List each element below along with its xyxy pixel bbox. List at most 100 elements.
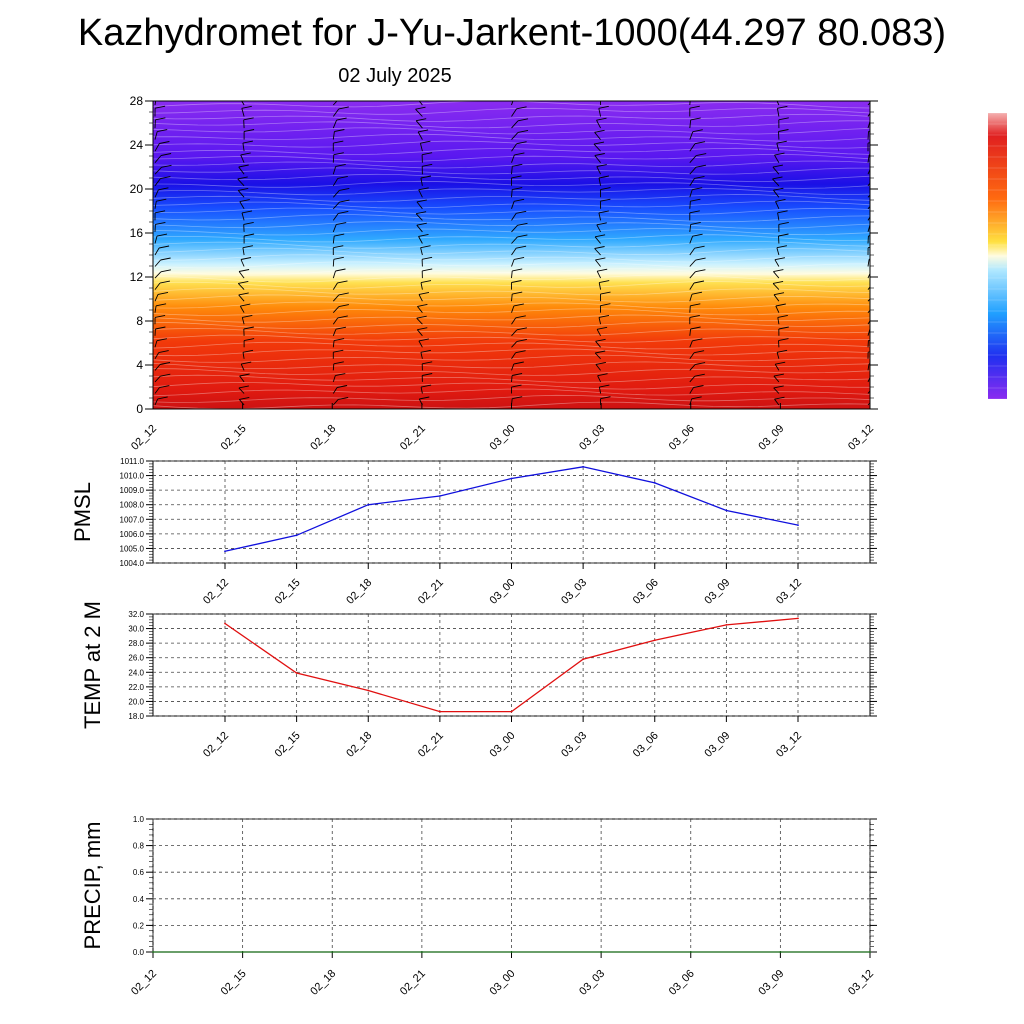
- x-tick-label: 03_06: [667, 423, 697, 453]
- y-tick-label: 12: [130, 270, 144, 284]
- x-tick-label: 02_12: [129, 968, 159, 998]
- barb-staff: [240, 154, 245, 163]
- barb-feather: [422, 268, 433, 272]
- barb-staff: [332, 131, 335, 140]
- x-tick-label: 02_15: [219, 968, 249, 998]
- wind-barb: [419, 140, 431, 152]
- data-point: [510, 710, 513, 713]
- barb-staff: [154, 166, 162, 175]
- wind-barb: [242, 140, 253, 152]
- barb-staff: [596, 224, 601, 233]
- barb-staff: [154, 294, 159, 302]
- barb-staff: [238, 387, 245, 394]
- wind-barb: [772, 176, 783, 187]
- barb-staff: [689, 387, 694, 394]
- contour-line: [153, 120, 870, 129]
- barb-staff: [332, 282, 338, 290]
- barb-feather: [418, 233, 429, 237]
- barb-feather: [692, 187, 703, 191]
- wind-barb: [600, 396, 611, 406]
- wind-barb: [867, 339, 870, 348]
- wind-barb: [600, 101, 602, 106]
- barb-staff: [867, 376, 870, 383]
- wind-barb: [598, 384, 610, 394]
- barb-feather: [241, 361, 252, 365]
- wind-barb: [154, 101, 157, 106]
- contour-line: [153, 394, 870, 403]
- barb-feather: [778, 326, 789, 330]
- wind-barb: [774, 361, 786, 371]
- wind-barb: [154, 117, 166, 129]
- barb-staff: [416, 201, 423, 210]
- wind-barb: [511, 327, 527, 337]
- data-point: [439, 710, 441, 713]
- y-tick-label: 16: [130, 226, 144, 240]
- contour-line: [153, 234, 870, 243]
- wind-barb: [154, 396, 168, 406]
- wind-barb: [154, 280, 170, 290]
- barb-feather: [338, 210, 349, 214]
- barb-feather: [238, 164, 249, 168]
- barb-feather: [334, 129, 345, 132]
- wind-barb: [594, 153, 605, 163]
- barb-feather: [417, 327, 428, 331]
- barb-feather: [512, 268, 523, 272]
- wind-barb: [595, 338, 606, 348]
- barb-staff: [332, 108, 340, 117]
- barb-feather: [516, 106, 527, 110]
- barb-staff: [238, 271, 245, 279]
- contour-line: [153, 381, 870, 390]
- barb-feather: [595, 234, 606, 238]
- wind-barb: [773, 269, 784, 279]
- barb-feather: [158, 350, 169, 354]
- wind-barb: [689, 269, 706, 279]
- barb-feather: [420, 280, 432, 284]
- barb-feather: [695, 362, 706, 366]
- wind-barb: [600, 187, 611, 198]
- contour-line: [153, 348, 870, 357]
- barb-feather: [689, 314, 700, 318]
- x-tick-label: 03_06: [667, 968, 697, 998]
- barb-feather: [238, 292, 249, 296]
- barb-feather: [333, 349, 344, 353]
- barb-feather: [155, 326, 166, 330]
- barb-feather: [773, 292, 785, 296]
- barb-feather: [695, 257, 706, 261]
- barb-staff: [773, 375, 780, 383]
- barb-feather: [873, 107, 883, 109]
- data-point: [653, 482, 656, 484]
- barb-staff: [332, 154, 335, 163]
- barb-feather: [416, 211, 427, 215]
- data-point: [582, 658, 584, 661]
- barb-staff: [416, 224, 423, 233]
- barb-staff: [154, 155, 162, 163]
- barb-staff: [332, 119, 338, 129]
- barb-feather: [690, 326, 701, 330]
- barb-staff: [332, 340, 335, 348]
- barb-feather: [600, 291, 611, 295]
- barb-feather: [415, 106, 426, 110]
- contour-line: [153, 188, 870, 196]
- wind-barb: [511, 373, 523, 382]
- wind-barb: [421, 163, 433, 175]
- wind-barb: [417, 129, 429, 140]
- data-point: [582, 465, 584, 468]
- wind-barb: [238, 396, 250, 406]
- wind-barb: [238, 164, 249, 175]
- barb-staff: [332, 178, 339, 187]
- barb-feather: [515, 350, 526, 354]
- barb-feather: [777, 105, 788, 109]
- y-tick-label: 24: [130, 138, 144, 152]
- barb-feather: [512, 373, 523, 376]
- wind-barb: [243, 221, 254, 232]
- wind-barb: [774, 396, 785, 406]
- y-tick-label: 28.0: [128, 639, 144, 648]
- barb-feather: [244, 129, 255, 132]
- x-tick-label: 02_12: [201, 730, 231, 760]
- barb-staff: [511, 201, 515, 209]
- barb-feather: [338, 292, 349, 296]
- barb-feather: [156, 233, 168, 237]
- barb-staff: [511, 132, 519, 140]
- wind-barb: [689, 101, 691, 106]
- barb-feather: [599, 384, 610, 388]
